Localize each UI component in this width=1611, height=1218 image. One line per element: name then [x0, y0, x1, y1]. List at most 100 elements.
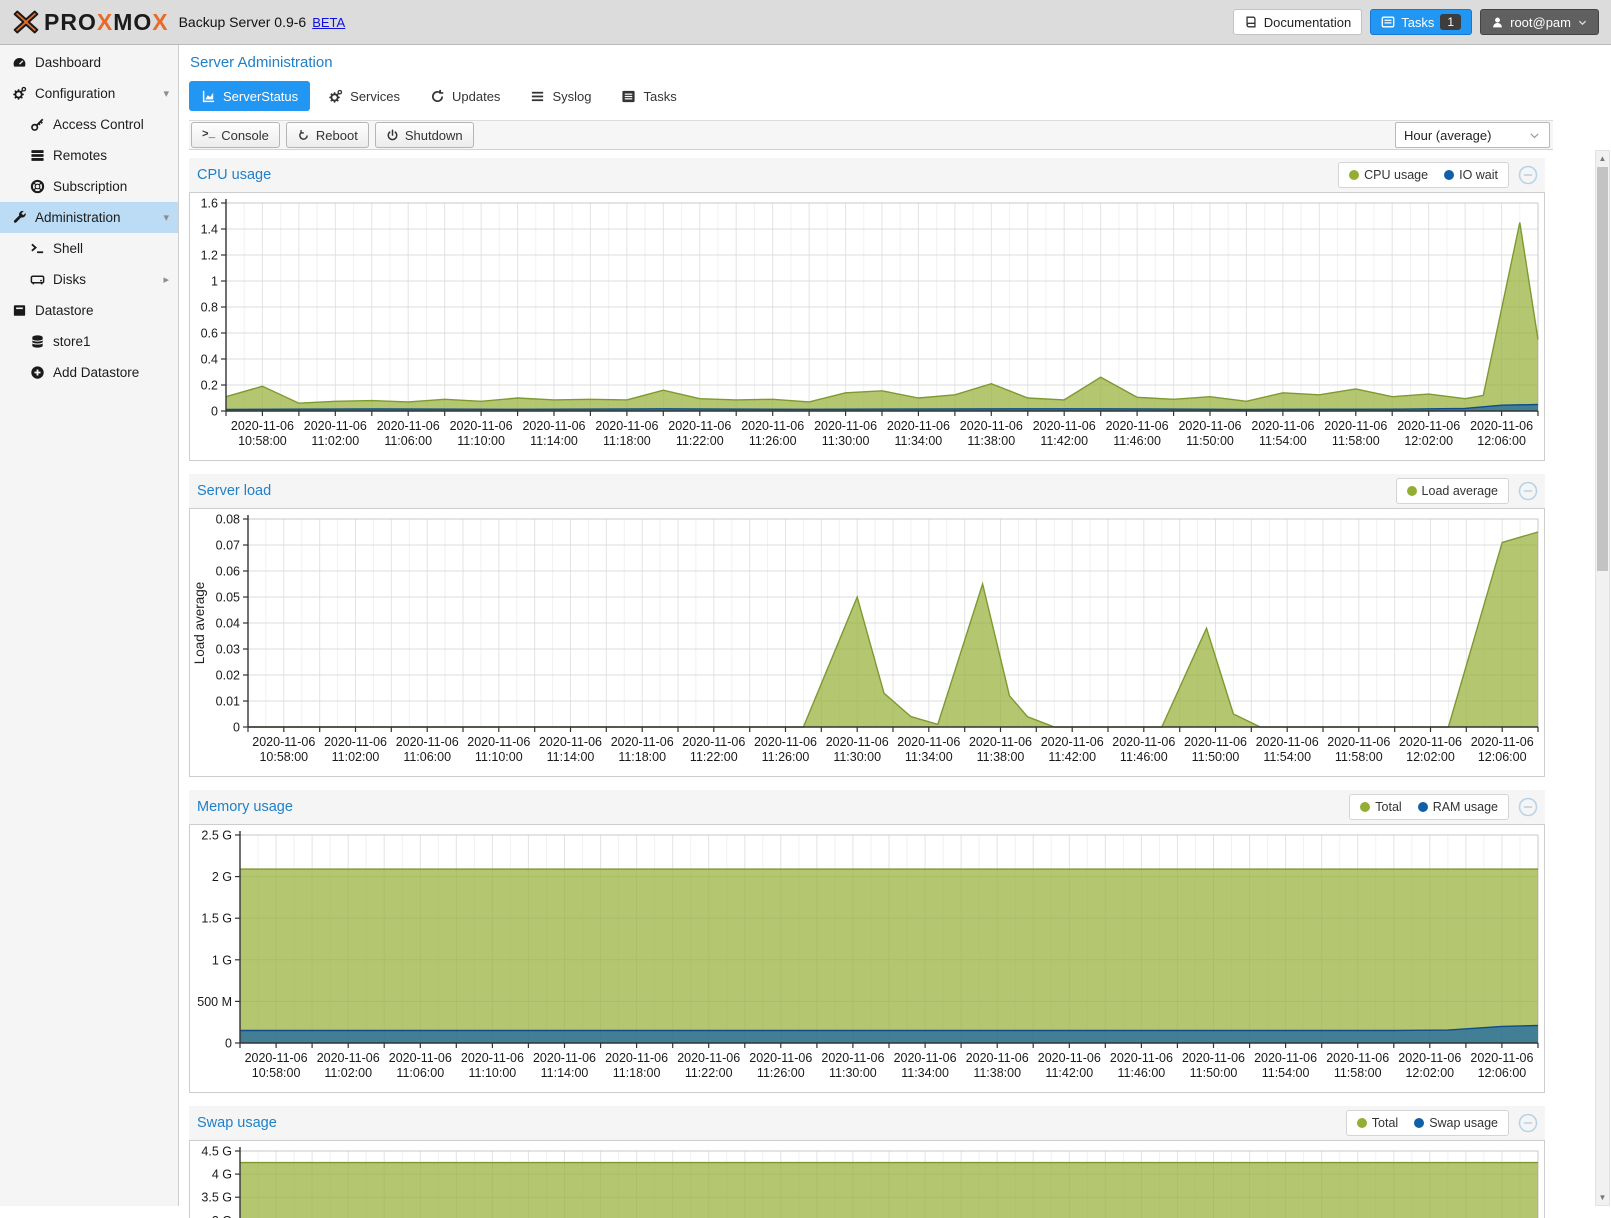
- sidebar-item-store1[interactable]: store1: [0, 326, 178, 357]
- beta-link[interactable]: BETA: [312, 14, 346, 30]
- refresh-icon: [430, 89, 445, 104]
- legend-item-swap-usage: Swap usage: [1414, 1116, 1498, 1130]
- collapse-panel-button[interactable]: [1518, 1113, 1538, 1133]
- legend-dot-icon: [1349, 170, 1360, 180]
- svg-text:11:22:00: 11:22:00: [676, 434, 724, 448]
- svg-text:2020-11-06: 2020-11-06: [668, 419, 731, 433]
- svg-text:2020-11-06: 2020-11-06: [1398, 1051, 1461, 1065]
- collapse-panel-button[interactable]: [1518, 797, 1538, 817]
- tab-syslog[interactable]: Syslog: [518, 81, 603, 111]
- scrollbar-thumb[interactable]: [1597, 167, 1608, 571]
- svg-text:2020-11-06: 2020-11-06: [894, 1051, 957, 1065]
- tasks-button[interactable]: Tasks 1: [1370, 9, 1473, 35]
- sidebar-item-label: Shell: [53, 241, 84, 256]
- svg-text:2020-11-06: 2020-11-06: [677, 1051, 740, 1065]
- brand-wordmark: PROXMOX: [44, 8, 169, 35]
- database-icon: [29, 334, 45, 349]
- sidebar-item-datastore[interactable]: Datastore: [0, 295, 178, 326]
- user-icon: [1491, 16, 1504, 29]
- sidebar-item-add-datastore[interactable]: Add Datastore: [0, 357, 178, 388]
- svg-text:2020-11-06: 2020-11-06: [814, 419, 877, 433]
- svg-text:2020-11-06: 2020-11-06: [969, 735, 1032, 749]
- product-version-label: Backup Server 0.9-6: [178, 14, 307, 30]
- sidebar-item-dashboard[interactable]: Dashboard: [0, 47, 178, 78]
- tab-tasks[interactable]: Tasks: [609, 81, 688, 111]
- svg-text:11:22:00: 11:22:00: [690, 750, 738, 764]
- svg-text:11:34:00: 11:34:00: [901, 1066, 949, 1080]
- svg-text:1 G: 1 G: [212, 953, 232, 967]
- tab-label: Tasks: [643, 88, 677, 104]
- svg-text:2020-11-06: 2020-11-06: [396, 735, 459, 749]
- gears-icon: [328, 89, 343, 104]
- legend-label: IO wait: [1459, 168, 1498, 182]
- documentation-button[interactable]: Documentation: [1232, 9, 1363, 35]
- panel-header: Swap usage Total Swap usage: [189, 1106, 1545, 1140]
- legend-item-load-average: Load average: [1406, 484, 1498, 498]
- svg-text:2020-11-06: 2020-11-06: [1326, 1051, 1389, 1065]
- collapse-panel-button[interactable]: [1518, 481, 1538, 501]
- svg-text:2020-11-06: 2020-11-06: [1471, 735, 1534, 749]
- sidebar-item-administration[interactable]: Administration ▾: [0, 202, 178, 233]
- legend-label: RAM usage: [1432, 800, 1498, 814]
- chevron-down-icon[interactable]: ▾: [163, 88, 169, 100]
- svg-text:2020-11-06: 2020-11-06: [1182, 1051, 1245, 1065]
- tab-label: Updates: [452, 88, 501, 104]
- svg-text:2020-11-06: 2020-11-06: [1470, 1051, 1533, 1065]
- user-menu-button[interactable]: root@pam: [1480, 9, 1599, 35]
- svg-text:0: 0: [233, 721, 240, 735]
- svg-text:11:38:00: 11:38:00: [977, 750, 1025, 764]
- power-icon: [386, 128, 399, 142]
- tab-serverstatus[interactable]: ServerStatus: [189, 81, 311, 111]
- shutdown-button[interactable]: Shutdown: [374, 122, 474, 148]
- svg-text:0.03: 0.03: [216, 643, 240, 657]
- sidebar-item-subscription[interactable]: Subscription: [0, 171, 178, 202]
- sidebar-item-label: store1: [53, 334, 91, 349]
- svg-text:2020-11-06: 2020-11-06: [461, 1051, 524, 1065]
- legend-dot-icon: [1417, 802, 1428, 812]
- sidebar-item-label: Add Datastore: [53, 365, 140, 380]
- svg-text:0.4: 0.4: [201, 353, 218, 367]
- sidebar-item-label: Dashboard: [35, 55, 102, 70]
- svg-text:2020-11-06: 2020-11-06: [741, 419, 804, 433]
- svg-text:12:06:00: 12:06:00: [1477, 434, 1526, 448]
- legend-label: Total: [1371, 1116, 1399, 1130]
- legend-label: CPU usage: [1364, 168, 1429, 182]
- tab-updates[interactable]: Updates: [418, 81, 512, 111]
- vertical-scrollbar[interactable]: ▲ ▼: [1595, 150, 1610, 1206]
- panel-header: Server load Load average: [189, 474, 1545, 508]
- chevron-down-icon[interactable]: ▾: [163, 212, 169, 224]
- collapse-panel-button[interactable]: [1518, 165, 1538, 185]
- svg-text:0.2: 0.2: [201, 379, 218, 393]
- svg-text:11:18:00: 11:18:00: [603, 434, 651, 448]
- legend-dot-icon: [1414, 1118, 1425, 1128]
- sidebar-item-disks[interactable]: Disks ▸: [0, 264, 178, 295]
- scroll-down-arrow[interactable]: ▼: [1598, 1193, 1607, 1202]
- sidebar-item-remotes[interactable]: Remotes: [0, 140, 178, 171]
- svg-text:11:30:00: 11:30:00: [822, 434, 870, 448]
- svg-text:0.05: 0.05: [216, 591, 240, 605]
- terminal-icon: >_: [202, 129, 216, 141]
- svg-text:2020-11-06: 2020-11-06: [605, 1051, 668, 1065]
- sidebar-item-shell[interactable]: Shell: [0, 233, 178, 264]
- svg-text:12:02:00: 12:02:00: [1405, 1066, 1454, 1080]
- legend-item-cpu-usage: CPU usage: [1349, 168, 1428, 182]
- svg-text:2020-11-06: 2020-11-06: [304, 419, 367, 433]
- svg-text:11:22:00: 11:22:00: [685, 1066, 733, 1080]
- sidebar-item-access-control[interactable]: Access Control: [0, 109, 178, 140]
- chevron-right-icon[interactable]: ▸: [163, 274, 169, 286]
- svg-text:11:50:00: 11:50:00: [1192, 750, 1240, 764]
- svg-text:2020-11-06: 2020-11-06: [826, 735, 889, 749]
- reboot-button[interactable]: Reboot: [285, 122, 369, 148]
- svg-text:2020-11-06: 2020-11-06: [252, 735, 315, 749]
- scroll-up-arrow[interactable]: ▲: [1598, 154, 1607, 163]
- console-button[interactable]: >_ Console: [191, 122, 280, 148]
- svg-text:0.6: 0.6: [201, 327, 218, 341]
- tab-services[interactable]: Services: [316, 81, 412, 111]
- chart-legend: CPU usage IO wait: [1338, 162, 1509, 188]
- proxmox-logo[interactable]: PROXMOX: [12, 8, 169, 36]
- tab-label: Syslog: [552, 88, 592, 104]
- sidebar-item-configuration[interactable]: Configuration ▾: [0, 78, 178, 109]
- timeframe-select[interactable]: Hour (average): [1395, 122, 1550, 148]
- svg-text:12:06:00: 12:06:00: [1478, 1066, 1527, 1080]
